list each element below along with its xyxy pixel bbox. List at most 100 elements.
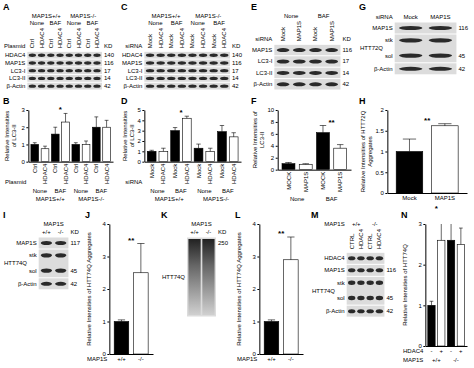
header: None bbox=[284, 13, 299, 19]
y-axis: 012345 bbox=[138, 107, 145, 165]
error-stem bbox=[55, 127, 56, 134]
significance: ** bbox=[128, 236, 135, 245]
tick: 5 bbox=[138, 107, 145, 113]
lane-label: Ctrl bbox=[85, 39, 91, 48]
category-tick: - bbox=[450, 348, 452, 354]
category-label: +/+ bbox=[117, 356, 126, 362]
lane-label: HDAC4 bbox=[158, 27, 164, 48]
header: +/+ bbox=[352, 221, 361, 227]
lane-label: Mock bbox=[312, 26, 318, 41]
smear bbox=[188, 239, 200, 315]
x-axis: +/+ -/- bbox=[260, 355, 304, 363]
tick-label: 1.5 bbox=[376, 128, 385, 134]
error-cap bbox=[320, 125, 326, 126]
band bbox=[29, 54, 36, 57]
category-label: MOCK bbox=[320, 172, 326, 190]
error-stem bbox=[106, 120, 107, 127]
tick-mark bbox=[276, 146, 278, 147]
band bbox=[309, 48, 322, 52]
header: None bbox=[191, 20, 206, 26]
panel-letter: E bbox=[251, 2, 257, 12]
lane-label: -/- bbox=[58, 229, 64, 235]
lane-label: Ctrl bbox=[29, 39, 35, 48]
plot-area bbox=[282, 126, 347, 170]
band bbox=[47, 61, 54, 64]
band bbox=[277, 82, 290, 86]
category-label: Mock bbox=[172, 163, 178, 178]
row-sublabel: sol bbox=[29, 268, 37, 274]
error-stem bbox=[340, 145, 341, 149]
category-label: MAP1S bbox=[435, 195, 455, 201]
band bbox=[293, 59, 306, 63]
band bbox=[357, 296, 364, 300]
bar bbox=[432, 126, 459, 193]
bar bbox=[72, 144, 80, 161]
error-stem bbox=[431, 301, 432, 305]
tick: 3 bbox=[419, 221, 426, 227]
band bbox=[93, 77, 100, 80]
band bbox=[348, 309, 355, 313]
blot-strip bbox=[347, 306, 385, 317]
tick: 2 bbox=[271, 155, 278, 161]
error-stem bbox=[186, 116, 187, 118]
row-sublabel: stk bbox=[337, 280, 346, 286]
band bbox=[38, 77, 45, 80]
band bbox=[376, 256, 383, 260]
tick: 4 bbox=[138, 118, 145, 124]
kd: 140 bbox=[104, 52, 115, 58]
header: None bbox=[30, 20, 45, 26]
header: BAF bbox=[171, 20, 183, 26]
error-cap bbox=[403, 139, 416, 140]
band bbox=[93, 61, 100, 64]
group-label: BAF bbox=[222, 188, 234, 194]
category-label: +/+ bbox=[267, 356, 276, 362]
error-stem bbox=[441, 224, 442, 240]
category-tick: -/- bbox=[138, 356, 144, 362]
blot-strip bbox=[144, 83, 230, 90]
y-axis-line bbox=[259, 225, 260, 355]
kd: 42 bbox=[104, 83, 111, 89]
lane-label: HDAC4 bbox=[57, 27, 63, 48]
bar bbox=[147, 151, 156, 161]
x-row-label: Plasmid bbox=[5, 179, 26, 185]
lane-label: Ctrl bbox=[48, 39, 54, 48]
band bbox=[167, 69, 175, 72]
kd: 42 bbox=[70, 281, 77, 287]
row-label: β-Actin bbox=[124, 83, 143, 89]
category-tick: HDAC4 bbox=[104, 163, 110, 184]
band bbox=[188, 69, 196, 72]
error-cap bbox=[459, 228, 463, 229]
tick-mark bbox=[142, 120, 144, 121]
error-bar bbox=[33, 143, 37, 145]
tick: 3 bbox=[103, 254, 110, 260]
category-label: MAP1S bbox=[337, 172, 343, 192]
tick: 1.5 bbox=[376, 128, 388, 134]
category-label: -/- bbox=[288, 356, 294, 362]
bar bbox=[134, 273, 149, 354]
header: MAP1S+/+ bbox=[32, 13, 62, 19]
blot-strip bbox=[144, 67, 230, 74]
band bbox=[55, 282, 66, 286]
tick-mark bbox=[385, 131, 387, 132]
band bbox=[93, 69, 100, 72]
x-axis: -+-+ bbox=[426, 347, 468, 355]
band bbox=[75, 61, 82, 64]
error-bar bbox=[220, 125, 224, 131]
error-bar bbox=[43, 146, 47, 149]
tick: 8 bbox=[271, 119, 278, 125]
blot-strip bbox=[39, 278, 69, 289]
band bbox=[429, 38, 453, 42]
tick-label: 2 bbox=[381, 107, 385, 113]
band bbox=[429, 67, 453, 71]
band bbox=[325, 59, 338, 63]
category-tick: Mock bbox=[172, 163, 178, 178]
x-axis-line bbox=[260, 354, 304, 355]
band bbox=[309, 82, 322, 86]
header: BAF bbox=[318, 13, 330, 19]
band bbox=[75, 54, 82, 57]
kd: 116 bbox=[104, 60, 114, 66]
tick-label: 8 bbox=[271, 119, 275, 125]
kd-header: KD bbox=[218, 229, 227, 235]
y-axis-title: Relative Intensities of HTT74Q Aggregate… bbox=[236, 232, 242, 346]
category-tick: MAP1S bbox=[303, 172, 309, 192]
